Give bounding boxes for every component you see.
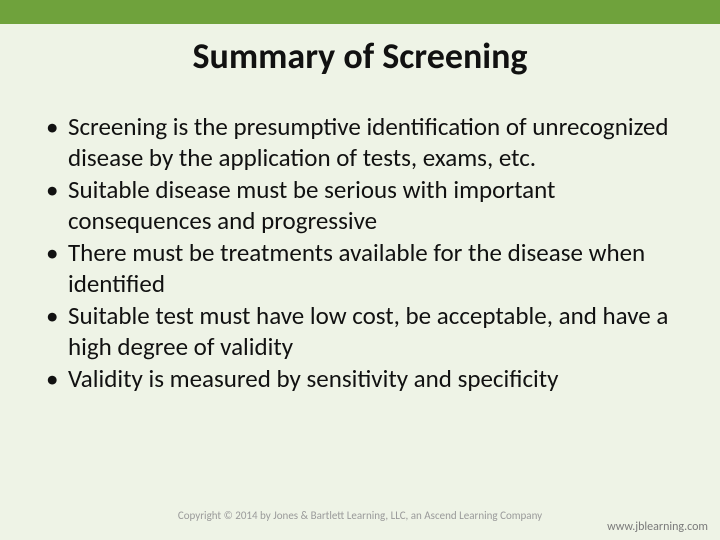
page-title: Summary of Screening: [38, 34, 682, 78]
list-item: Suitable test must have low cost, be acc…: [38, 301, 682, 362]
slide-content: Summary of Screening Screening is the pr…: [0, 24, 720, 395]
footer-url: www.jblearning.com: [607, 520, 708, 534]
bullet-list: Screening is the presumptive identificat…: [38, 112, 682, 395]
list-item: Screening is the presumptive identificat…: [38, 112, 682, 173]
list-item: Validity is measured by sensitivity and …: [38, 364, 682, 395]
list-item: There must be treatments available for t…: [38, 238, 682, 299]
top-accent-bar: [0, 0, 720, 24]
list-item: Suitable disease must be serious with im…: [38, 175, 682, 236]
